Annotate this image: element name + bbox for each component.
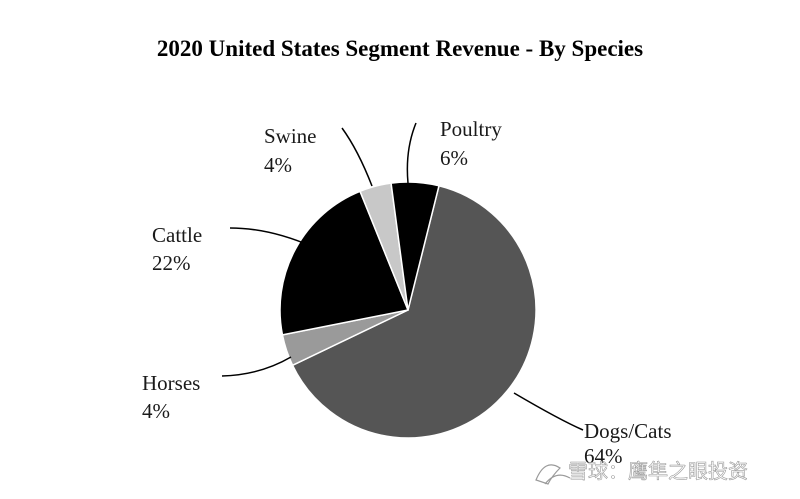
slice-percent-cattle: 22% [152, 251, 191, 275]
slice-percent-dogs-cats: 64% [584, 444, 623, 468]
leader-line-cattle [229, 227, 314, 248]
leader-line-horses [221, 356, 292, 377]
snowball-logo-icon [535, 464, 571, 485]
slice-percent-horses: 4% [142, 399, 170, 423]
slice-label-horses: Horses [142, 371, 200, 395]
slice-label-cattle: Cattle [152, 223, 202, 247]
slice-label-dogs-cats: Dogs/Cats [584, 419, 672, 443]
slice-percent-poultry: 6% [440, 146, 468, 170]
slice-label-swine: Swine [264, 124, 317, 148]
leader-line-dogs-cats [513, 392, 584, 431]
pie-slice-cattle [279, 190, 410, 336]
pie-slice-dogs-cats [291, 184, 537, 439]
slice-percent-swine: 4% [264, 153, 292, 177]
watermark-text: 雪球：鹰隼之眼投资 [568, 459, 748, 483]
pie-slice-poultry [390, 181, 440, 311]
chart-title: 2020 United States Segment Revenue - By … [156, 36, 644, 61]
leader-line-swine [341, 127, 373, 187]
leader-line-poultry [406, 122, 417, 184]
slice-label-poultry: Poultry [440, 117, 502, 141]
